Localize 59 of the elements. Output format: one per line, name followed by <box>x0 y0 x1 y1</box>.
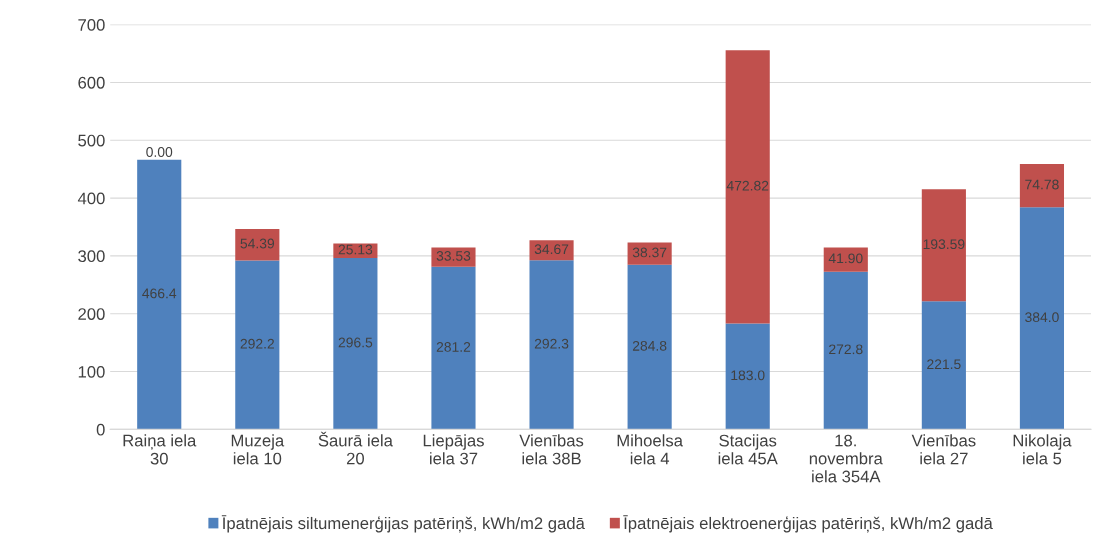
y-tick-label: 300 <box>78 250 105 263</box>
bar <box>235 260 280 430</box>
data-label: 38.37 <box>632 247 667 258</box>
x-tick-label: Raiņa iela 30 <box>123 434 197 465</box>
bar <box>431 266 476 430</box>
data-label: 0.00 <box>146 147 173 157</box>
legend-label: Īpatnējais elektroenerģijas patēriņš, kWh/m2 gadā <box>623 515 993 533</box>
y-tick-label: 400 <box>77 192 105 205</box>
x-tick-label: Vienības iela 27 <box>911 434 976 465</box>
legend-label: Īpatnējais siltumenerģijas patēriņš, kWh/m2 gadā <box>221 515 585 533</box>
x-tick-label: Liepājas iela 37 <box>423 434 484 465</box>
bar <box>725 323 770 430</box>
x-tick-label: 18. novembra iela 354A <box>809 434 883 483</box>
data-label: 74.78 <box>1025 179 1059 190</box>
data-label: 54.39 <box>240 238 275 249</box>
x-tick-label: Šaurā iela 20 <box>318 431 393 465</box>
bar <box>431 247 476 267</box>
y-tick-label: 700 <box>78 19 105 31</box>
x-tick-label: Muzeja iela 10 <box>231 434 285 465</box>
data-label: 193.59 <box>923 239 965 250</box>
y-tick-label: 100 <box>78 365 105 378</box>
y-tick-label: 600 <box>78 76 105 89</box>
data-label: 384.0 <box>1025 312 1059 323</box>
bar <box>921 189 966 302</box>
bar <box>529 260 574 430</box>
bar <box>823 247 868 272</box>
bar <box>529 240 574 261</box>
bar <box>1019 164 1065 208</box>
data-label: 281.2 <box>436 341 471 352</box>
y-tick-label: 0 <box>96 423 105 436</box>
data-label: 41.90 <box>828 253 863 264</box>
x-tick-label: Mihoelsa iela 4 <box>617 434 683 465</box>
bar <box>137 159 182 430</box>
data-label: 34.67 <box>534 244 569 255</box>
bar <box>333 257 378 430</box>
data-label: 296.5 <box>338 337 373 348</box>
y-tick-label: 200 <box>78 308 105 320</box>
data-label: 25.13 <box>338 244 373 255</box>
bar <box>627 242 672 265</box>
x-tick-label: Nikolaja iela 5 <box>1013 434 1072 465</box>
data-label: 466.4 <box>142 288 177 299</box>
bar <box>1019 207 1065 430</box>
data-label: 292.2 <box>240 338 274 349</box>
bar <box>823 271 868 430</box>
data-label: 272.8 <box>829 344 863 355</box>
bar <box>725 50 770 324</box>
bar <box>921 301 966 430</box>
bar <box>627 264 672 430</box>
x-tick-label: Stacijas iela 45A <box>718 434 778 465</box>
y-tick-label: 500 <box>78 134 105 147</box>
bar <box>333 243 378 258</box>
data-label: 472.82 <box>726 180 769 191</box>
data-label: 292.3 <box>534 338 569 349</box>
data-label: 183.0 <box>731 370 765 381</box>
data-label: 284.8 <box>632 340 667 351</box>
bar <box>235 228 280 261</box>
data-label: 221.5 <box>927 359 961 370</box>
x-tick-label: Vienības iela 38B <box>519 434 584 465</box>
data-label: 33.53 <box>436 250 471 261</box>
